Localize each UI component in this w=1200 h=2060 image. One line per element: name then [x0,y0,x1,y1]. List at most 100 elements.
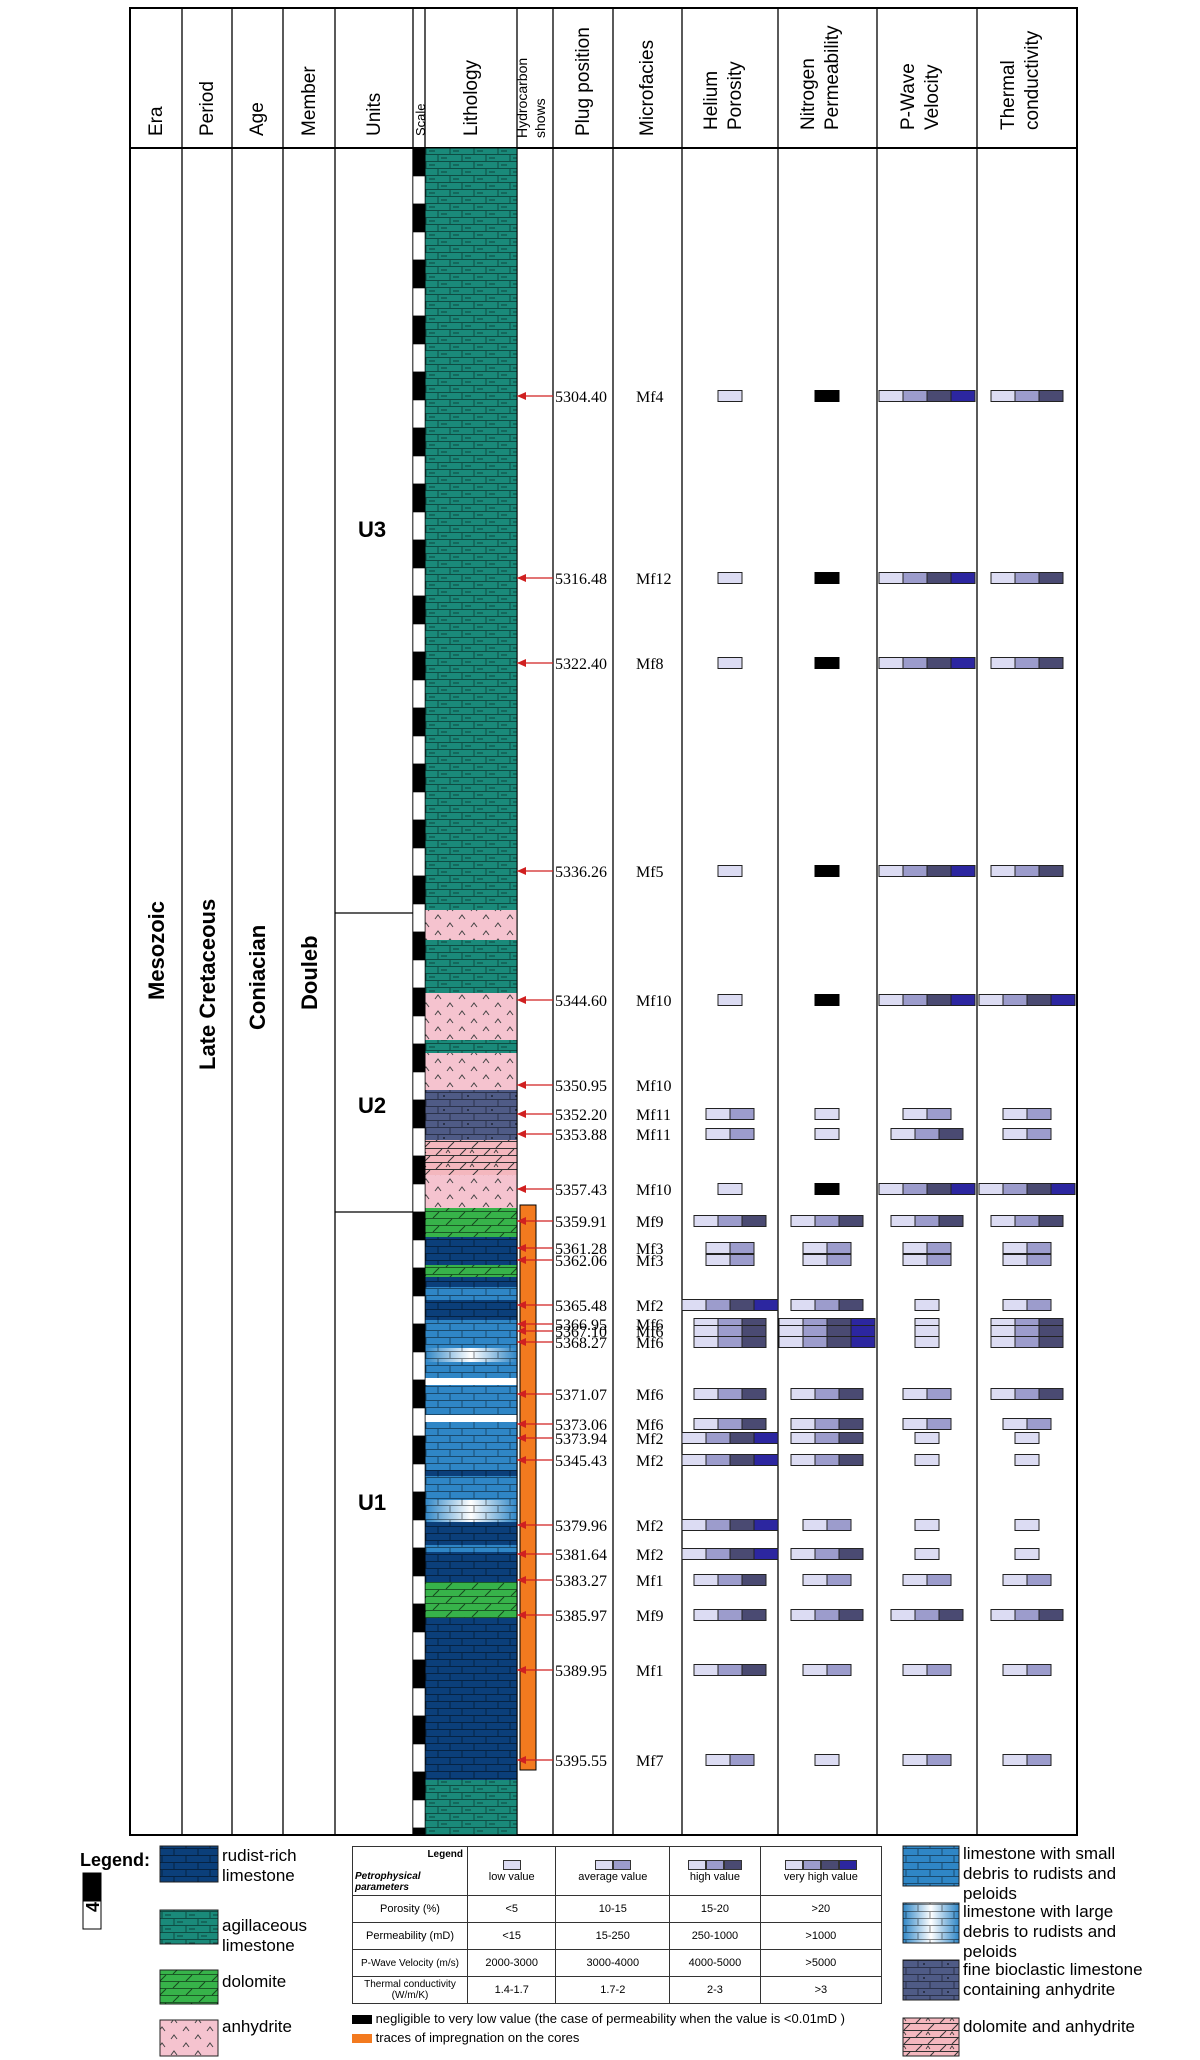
plug-arrow-head [517,1756,526,1764]
value-bar [681,1454,779,1466]
value-bar-segment [914,1609,940,1621]
value-bar-segment [1002,994,1028,1006]
value-bar-segment [878,865,904,877]
plug-depth-label: 5357.43 [555,1182,607,1199]
plug-depth-label: 5368.27 [555,1335,607,1352]
plug-arrow-head [517,1550,526,1558]
litho-texture [425,1053,517,1090]
value-bar [802,1242,852,1254]
value-bar-segment [717,994,743,1006]
petrophysical-legend-table: Legend Petrophysical parameters low valu… [352,1846,883,2060]
value-bar [693,1574,767,1586]
value-bar [902,1754,952,1766]
value-bar-segment [790,1609,816,1621]
scale-segment [412,1183,426,1213]
value-bar-segment [926,1254,952,1266]
header-thermal-conductivity-line: Thermal [998,60,1019,130]
value-bar-segment [890,1609,916,1621]
unit-label-u2: U2 [358,1093,386,1118]
value-bar-segment [990,572,1016,584]
plug-depth-label: 5336.26 [555,864,607,881]
scale-segment [412,539,426,569]
value-bar [717,657,743,669]
scale-segment [412,595,426,625]
header-lithology: Lithology [461,59,482,136]
value-bar [990,1325,1064,1337]
plug-depth-label: 5373.06 [555,1417,607,1434]
litho-texture [425,1140,517,1175]
value-bar-segment [705,1128,731,1140]
value-bar-segment [838,1388,864,1400]
value-bar-segment [902,1242,928,1254]
value-bar [717,865,743,877]
legend-dolomite-swatch-texture [160,1970,218,2004]
value-bar-segment [902,994,928,1006]
value-bar-segment [693,1664,719,1676]
scale-segment [412,819,426,849]
value-bar-segment [914,1299,940,1311]
litho-texture [425,1470,517,1476]
plug-arrow-head [517,1185,526,1193]
scale-segment [412,763,426,793]
value-bar-segment [681,1299,707,1311]
scale-segment [412,1379,426,1409]
value-bar [717,390,743,402]
value-bar [717,1183,743,1195]
value-bar-segment [693,1574,719,1586]
value-bar-segment [850,1336,876,1348]
header-nitrogen-permeability: Nitrogen Permeability [798,25,843,130]
value-bar-segment [902,1754,928,1766]
value-bar-segment [1038,1215,1064,1227]
value-bar [902,1254,952,1266]
header-nitrogen-permeability-line: Permeability [822,25,843,130]
value-bar-segment [753,1432,779,1444]
value-bar [693,1388,767,1400]
value-bar-segment [802,1574,828,1586]
value-bar-segment [681,1548,707,1560]
header-units: Units [364,93,385,136]
value-bar-segment [717,1325,743,1337]
value-bar [990,1215,1064,1227]
value-bar-segment [705,1432,731,1444]
value-bar-segment [1026,1418,1052,1430]
class-low: low value [466,1846,557,1896]
value-bar-segment [926,1183,952,1195]
value-bar-segment [741,1325,767,1337]
scale-segment [412,707,426,737]
scale-segment [412,1631,426,1661]
value-bar-segment [681,1519,707,1531]
value-bar-negligible [814,572,840,584]
value-bar-segment [1026,1128,1052,1140]
value-bar-segment [838,1418,864,1430]
value-bar [790,1418,864,1430]
value-bar-segment [790,1299,816,1311]
value-bar-segment [878,657,904,669]
value-bar-segment [926,657,952,669]
value-bar-segment [814,1418,840,1430]
plug-depth-label: 5367.10 [555,1324,607,1341]
value-bar [790,1454,864,1466]
value-bar-segment [705,1754,731,1766]
microfacies-label: Mf9 [636,1214,664,1231]
value-bar-segment [729,1454,755,1466]
value-bar [914,1432,940,1444]
value-bar-segment [826,1574,852,1586]
plug-arrow-head [517,1390,526,1398]
value-bar-segment [838,1432,864,1444]
scale-segment [412,1267,426,1297]
value-bar-segment [802,1254,828,1266]
microfacies-label: Mf3 [636,1241,664,1258]
value-bar-segment [902,1418,928,1430]
negligible-swatch [352,2015,372,2025]
value-bar [902,1388,952,1400]
value-bar-segment [790,1432,816,1444]
value-bar-segment [741,1664,767,1676]
litho-texture [425,1237,517,1265]
value-bar-segment [838,1548,864,1560]
header-plug-position: Plug position [573,27,594,136]
header-age: Age [247,102,268,136]
value-bar [978,1183,1076,1195]
value-bar-segment [693,1336,719,1348]
value-bar-segment [838,1215,864,1227]
value-bar [990,657,1064,669]
